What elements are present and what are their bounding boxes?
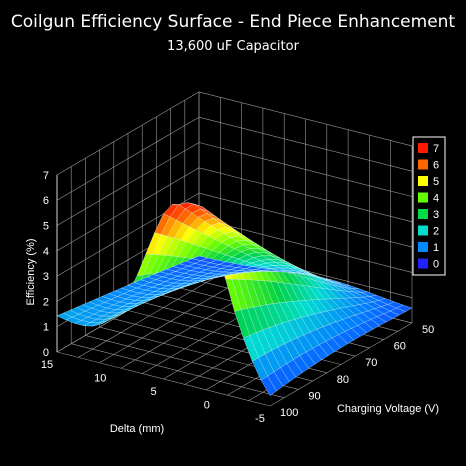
z-tick-label: 6 (43, 195, 49, 207)
wall-grid-line (198, 91, 413, 147)
legend-swatch (418, 159, 428, 170)
legend: 7 6 5 4 3 2 1 0 (412, 136, 446, 276)
chart-title: Coilgun Efficiency Surface - End Piece E… (11, 12, 456, 32)
x-tick-label: -5 (255, 413, 265, 425)
legend-swatch (418, 225, 428, 236)
x-tick-label: 15 (41, 359, 53, 371)
surface-patch (396, 304, 413, 312)
legend-label: 5 (433, 176, 439, 188)
z-tick-label: 1 (43, 322, 49, 334)
y-tick-label: 80 (337, 374, 349, 386)
z-axis-label: Efficiency (%) (25, 238, 37, 305)
y-tick-label: 100 (280, 407, 298, 419)
legend-swatch (418, 143, 428, 153)
legend-label: 1 (433, 242, 439, 254)
z-tick-label: 5 (43, 221, 49, 233)
legend-swatch (418, 242, 428, 252)
y-tick-label: 90 (308, 390, 320, 402)
y-axis-label: Charging Voltage (V) (337, 403, 439, 415)
legend-label: 0 (433, 259, 439, 271)
y-tick-label: 60 (394, 341, 406, 353)
floor-grid-line (71, 343, 285, 398)
z-tick-label: 4 (43, 246, 49, 258)
z-tick-label: 2 (43, 296, 49, 308)
legend-swatch (418, 176, 428, 186)
chart-subtitle: 13,600 uF Capacitor (167, 39, 300, 54)
legend-swatch (418, 258, 428, 269)
legend-label: 3 (433, 209, 439, 221)
y-tick-label: 50 (422, 324, 434, 336)
legend-label: 7 (433, 143, 439, 155)
legend-swatch (418, 209, 428, 219)
legend-label: 6 (433, 160, 439, 172)
legend-box (412, 136, 446, 276)
x-tick-label: 5 (150, 386, 156, 398)
x-tick-label: 10 (94, 373, 106, 385)
legend-label: 4 (433, 193, 439, 205)
x-axis-label: Delta (mm) (110, 423, 164, 435)
z-tick-label: 7 (43, 170, 49, 182)
surface-mesh (56, 202, 413, 397)
y-tick-label: 70 (365, 357, 377, 369)
z-tick-label: 0 (43, 347, 49, 359)
x-tick-label: 0 (204, 400, 210, 412)
z-tick-label: 3 (43, 271, 49, 283)
legend-swatch (418, 192, 428, 203)
legend-label: 2 (433, 226, 439, 238)
floor-grid-line (56, 351, 271, 407)
